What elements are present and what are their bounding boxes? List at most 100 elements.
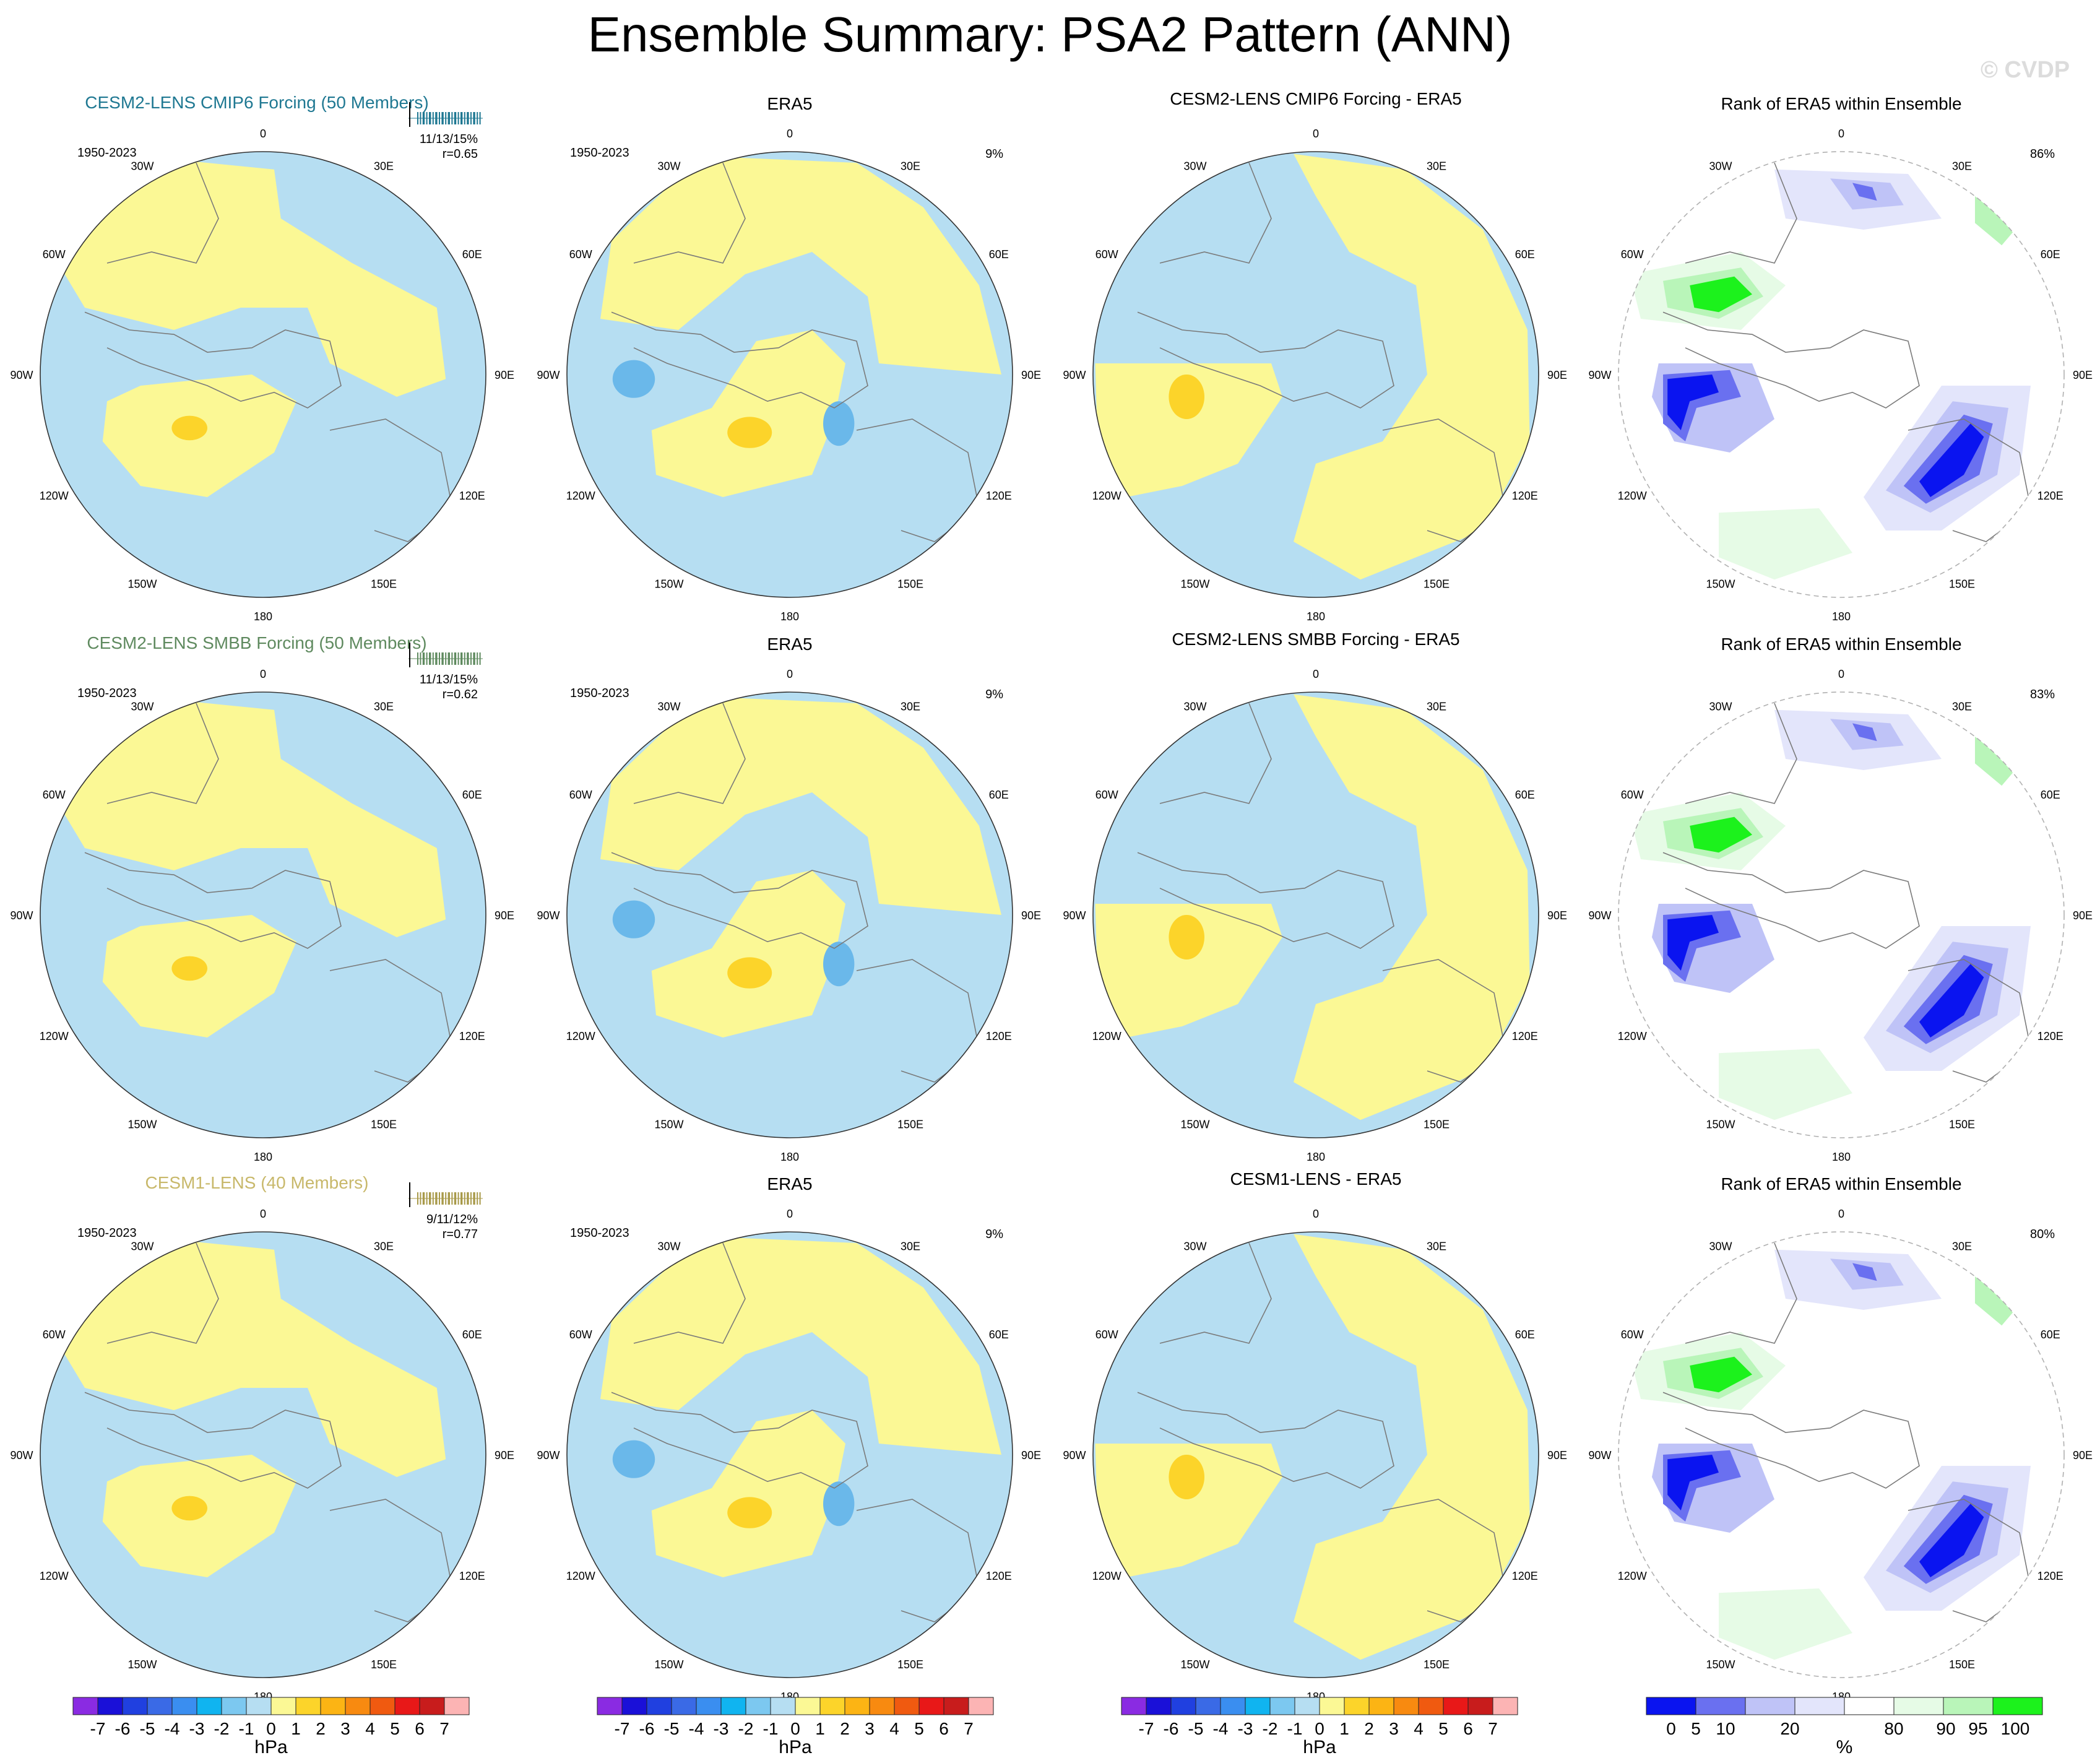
r1-diff-lon-label: 90W [1063, 909, 1086, 922]
colorbar-tick-label: 6 [415, 1719, 425, 1738]
r0-diff-coastline [1159, 162, 1272, 264]
rank-colorbar-tick-label: 20 [1780, 1719, 1799, 1738]
r0-diff-map [1093, 152, 1539, 597]
colorbar-swatch [894, 1697, 920, 1715]
colorbar-swatch [770, 1697, 796, 1715]
colorbar-tick-label: 7 [439, 1719, 449, 1738]
colorbar-tick-label: 2 [840, 1719, 850, 1738]
r0-diff-lon-label: 90E [1547, 369, 1567, 381]
r0-diff-lon-label: 30E [1427, 160, 1446, 172]
cvdp-credit: © CVDP [1981, 57, 2070, 83]
r0-obs-lon-label: 90W [537, 369, 560, 381]
r1-rank-lon-label: 60W [1621, 789, 1644, 801]
r2-rank-lon-label: 30E [1952, 1240, 1972, 1252]
r0-rank-lon-label: 120E [2037, 490, 2063, 502]
r2-model-title: CESM1-LENS (40 Members) [145, 1173, 369, 1192]
r2-obs-anomaly-region [600, 1236, 1001, 1455]
r1-diff-map [1093, 692, 1539, 1138]
r2-diff-coastline [1382, 1499, 1506, 1622]
rank-colorbar-units: % [1836, 1737, 1853, 1757]
r1-rank-map-border [1618, 691, 2065, 1138]
rank-colorbar-swatch [1695, 1697, 1746, 1715]
r0-diff-coastline [1137, 311, 1394, 409]
r2-diff-title: CESM1-LENS - ERA5 [1230, 1169, 1402, 1189]
r1-rank-rank-region [1719, 1049, 1852, 1120]
r0-diff-lon-label: 0 [1313, 128, 1319, 140]
r2-obs-title: ERA5 [767, 1174, 812, 1193]
colorbar-swatch [918, 1697, 944, 1715]
r0-model-correlation: r=0.65 [443, 147, 478, 161]
colorbar-tick-label: 0 [1315, 1719, 1324, 1738]
colorbar-swatch [1220, 1697, 1246, 1715]
colorbar-swatch [196, 1697, 222, 1715]
r0-rank-lon-label: 120W [1618, 490, 1647, 502]
colorbar-tick-label: -4 [689, 1719, 704, 1738]
r1-model-lon-label: 90E [495, 909, 514, 922]
colorbar-swatch [345, 1697, 371, 1715]
r0-model-lon-label: 90W [10, 369, 33, 381]
r2-model-lon-label: 60W [43, 1328, 66, 1341]
r0-obs-lon-label: 0 [787, 128, 793, 140]
r0-rank-pct: 86% [2030, 147, 2055, 161]
colorbar-tick-label: 0 [790, 1719, 800, 1738]
r0-rank-title: Rank of ERA5 within Ensemble [1721, 94, 1961, 113]
colorbar-swatch [394, 1697, 420, 1715]
r2-obs-coastline [856, 1499, 980, 1622]
r1-rank-rank-region [1690, 817, 1752, 853]
r2-diff-lon-label: 120W [1092, 1570, 1121, 1582]
colorbar-tick-label: -3 [1238, 1719, 1253, 1738]
r2-diff-lon-label: 30E [1427, 1240, 1446, 1252]
r0-rank-lon-label: 150E [1949, 578, 1975, 591]
colorbar-tick-label: -3 [189, 1719, 205, 1738]
colorbar-units: hPa [1303, 1737, 1336, 1757]
r0-model-lon-label: 30W [131, 160, 153, 172]
r1-model-period: 1950-2023 [77, 687, 137, 700]
colorbar-tick-label: -5 [1188, 1719, 1204, 1738]
r0-model-coastline [84, 311, 342, 409]
r1-model-map-border [40, 691, 486, 1138]
colorbar-swatch [246, 1697, 272, 1715]
r2-model-anomaly-region [51, 1236, 446, 1477]
r2-model-lon-label: 90E [495, 1449, 514, 1462]
r1-rank-lon-label: 30W [1709, 700, 1732, 713]
r1-obs-pct: 9% [985, 688, 1003, 701]
r2-diff-map-border [1092, 1231, 1539, 1678]
r1-model-lon-label: 120W [40, 1030, 69, 1042]
r2-diff-anomaly-region [1095, 1444, 1282, 1577]
rank-colorbar-tick-label: 0 [1666, 1719, 1676, 1738]
colorbar-swatch [671, 1697, 697, 1715]
r1-obs-anomaly-region [600, 696, 1001, 915]
r1-diff-lon-label: 30W [1183, 700, 1206, 713]
r0-model-lon-label: 0 [260, 128, 266, 140]
r2-model-coastline [329, 1499, 453, 1622]
r1-diff-lon-label: 30E [1427, 700, 1446, 713]
colorbar-swatch [369, 1697, 395, 1715]
colorbar-tick-label: -1 [239, 1719, 254, 1738]
r0-model-lon-label: 180 [254, 610, 272, 623]
r1-diff-lon-label: 60W [1095, 789, 1118, 801]
colorbar-tick-label: -7 [615, 1719, 630, 1738]
r2-obs-map [567, 1232, 1013, 1678]
r1-diff-anomaly-region [1095, 904, 1282, 1037]
r0-model-lon-label: 120W [40, 490, 69, 502]
r0-obs-coastline [611, 311, 868, 409]
r1-model-lon-label: 120E [459, 1030, 485, 1042]
colorbar-tick-label: 2 [1364, 1719, 1374, 1738]
colorbar-tick-label: 5 [390, 1719, 400, 1738]
r1-rank-rank-region [1667, 915, 1719, 971]
colorbar-tick-label: 3 [865, 1719, 875, 1738]
r1-rank-lon-label: 150W [1706, 1119, 1735, 1131]
r0-obs-pct: 9% [985, 147, 1003, 161]
r2-diff-lon-label: 60W [1095, 1328, 1118, 1341]
r2-diff-lon-label: 150E [1424, 1658, 1450, 1671]
r0-obs-title: ERA5 [767, 94, 812, 113]
hpa-colorbar: -7 -6 -5 -4 -3 -2 -1 0 1 2 3 4 5 6 7 hPa [597, 1697, 994, 1757]
rank-colorbar-swatch [1794, 1697, 1845, 1715]
r0-diff-map-border [1092, 151, 1539, 598]
rank-colorbar-swatch [1943, 1697, 1994, 1715]
r1-rank-lon-label: 120W [1618, 1030, 1647, 1042]
r1-obs-period: 1950-2023 [570, 687, 629, 700]
r0-obs-anomaly-core [612, 360, 655, 398]
colorbar-swatch [943, 1697, 969, 1715]
colorbar-tick-label: -2 [1263, 1719, 1278, 1738]
